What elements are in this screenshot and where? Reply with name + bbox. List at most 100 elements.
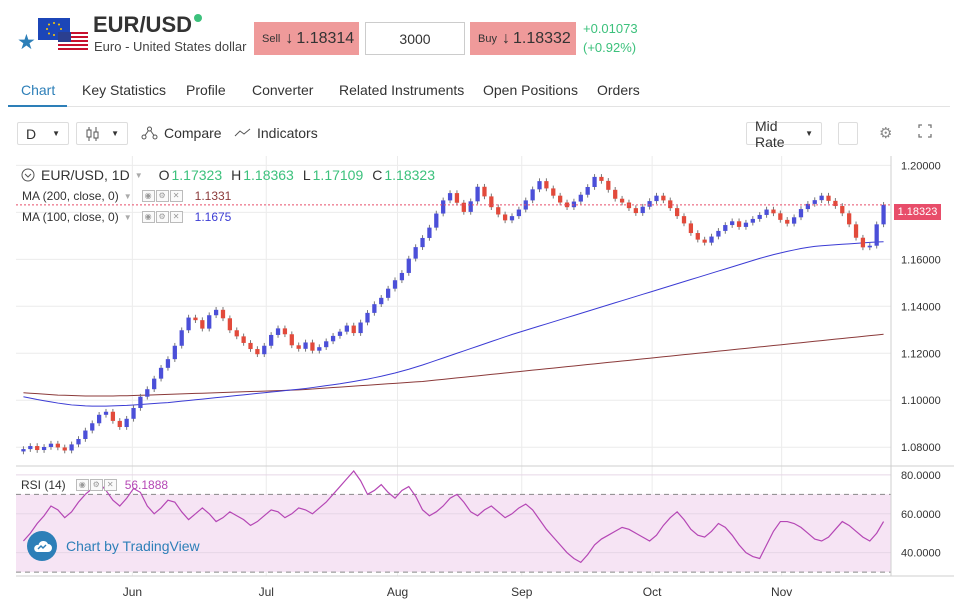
- candle[interactable]: [179, 330, 184, 346]
- candle[interactable]: [785, 219, 790, 224]
- close-icon[interactable]: ✕: [169, 211, 183, 223]
- candle[interactable]: [551, 188, 556, 196]
- candle[interactable]: [819, 195, 824, 201]
- tab-open-positions[interactable]: Open Positions: [483, 82, 578, 98]
- candle[interactable]: [358, 322, 363, 334]
- candle[interactable]: [434, 213, 439, 228]
- candle[interactable]: [365, 312, 370, 323]
- candle[interactable]: [454, 193, 460, 203]
- candle[interactable]: [633, 208, 638, 214]
- candle[interactable]: [702, 239, 707, 243]
- price-chart-svg[interactable]: 1.200001.180001.160001.140001.120001.100…: [16, 156, 954, 606]
- candle[interactable]: [296, 345, 301, 349]
- candle[interactable]: [688, 223, 694, 234]
- candle[interactable]: [681, 216, 687, 224]
- candle[interactable]: [853, 224, 859, 238]
- candle[interactable]: [716, 230, 721, 237]
- tab-profile[interactable]: Profile: [186, 82, 226, 98]
- chevron-down-icon[interactable]: ▼: [123, 212, 132, 222]
- candle[interactable]: [158, 367, 164, 379]
- candle[interactable]: [585, 187, 590, 195]
- candle[interactable]: [35, 446, 40, 451]
- candle[interactable]: [661, 195, 666, 201]
- candle[interactable]: [193, 317, 198, 321]
- tab-related-instruments[interactable]: Related Instruments: [339, 82, 465, 98]
- candle[interactable]: [489, 196, 494, 208]
- candle[interactable]: [399, 272, 405, 281]
- candle[interactable]: [406, 258, 411, 273]
- candle[interactable]: [709, 236, 714, 243]
- candle[interactable]: [723, 225, 728, 231]
- candle[interactable]: [736, 221, 742, 227]
- candle[interactable]: [62, 447, 67, 451]
- candle[interactable]: [496, 207, 501, 215]
- candle[interactable]: [743, 222, 749, 227]
- candle[interactable]: [530, 189, 535, 201]
- candle[interactable]: [468, 201, 473, 212]
- candle[interactable]: [21, 449, 26, 452]
- candle[interactable]: [337, 331, 343, 336]
- close-icon[interactable]: ✕: [169, 190, 183, 202]
- candle[interactable]: [200, 320, 205, 329]
- candle[interactable]: [241, 336, 246, 343]
- candle[interactable]: [28, 446, 33, 450]
- candle[interactable]: [385, 288, 391, 298]
- candle[interactable]: [131, 407, 136, 419]
- chevron-down-icon[interactable]: ▼: [123, 191, 132, 201]
- candle[interactable]: [564, 202, 570, 208]
- interval-select[interactable]: D ▼: [17, 122, 69, 145]
- candle[interactable]: [41, 446, 47, 451]
- candle[interactable]: [48, 443, 54, 447]
- candle[interactable]: [516, 209, 522, 217]
- candle[interactable]: [544, 181, 549, 189]
- candle[interactable]: [289, 334, 294, 346]
- quantity-input[interactable]: [365, 22, 465, 55]
- tab-converter[interactable]: Converter: [252, 82, 314, 98]
- candle[interactable]: [344, 325, 349, 332]
- settings-icon[interactable]: ⚙: [155, 190, 169, 202]
- candle[interactable]: [668, 200, 673, 209]
- candle[interactable]: [764, 209, 769, 215]
- candle[interactable]: [186, 317, 191, 331]
- candle[interactable]: [619, 198, 625, 203]
- candle[interactable]: [441, 200, 446, 214]
- chevron-down-icon[interactable]: ▼: [134, 170, 143, 180]
- collapse-legend-icon[interactable]: [21, 168, 35, 182]
- chart-snapshot-button[interactable]: [838, 122, 858, 145]
- candle[interactable]: [502, 214, 508, 221]
- candle[interactable]: [860, 237, 866, 248]
- candle[interactable]: [110, 411, 116, 421]
- candle[interactable]: [351, 325, 356, 334]
- candle[interactable]: [833, 200, 838, 207]
- candle[interactable]: [750, 218, 755, 223]
- tab-chart[interactable]: Chart: [21, 82, 56, 98]
- candle[interactable]: [881, 204, 886, 225]
- candle[interactable]: [640, 206, 645, 214]
- candle[interactable]: [771, 209, 776, 214]
- sell-button[interactable]: Sell ↓ 1.18314: [254, 22, 359, 55]
- candle[interactable]: [420, 237, 425, 248]
- candle[interactable]: [654, 195, 659, 202]
- favorite-star-icon[interactable]: ★: [17, 31, 36, 54]
- candle[interactable]: [558, 195, 563, 203]
- close-icon[interactable]: ✕: [103, 479, 117, 491]
- candle[interactable]: [867, 245, 872, 248]
- candle[interactable]: [269, 334, 274, 346]
- candle[interactable]: [847, 213, 852, 225]
- candle[interactable]: [76, 438, 81, 445]
- candle[interactable]: [613, 189, 618, 199]
- candle[interactable]: [695, 233, 700, 240]
- candle[interactable]: [791, 217, 797, 224]
- tradingview-badge[interactable]: Chart by TradingView: [27, 531, 200, 561]
- candle[interactable]: [427, 227, 432, 238]
- candle[interactable]: [599, 176, 604, 181]
- candle[interactable]: [255, 349, 260, 355]
- candle[interactable]: [248, 342, 253, 350]
- candle[interactable]: [220, 309, 226, 319]
- candle[interactable]: [69, 444, 74, 451]
- candle[interactable]: [165, 359, 171, 368]
- indicators-button[interactable]: Indicators: [234, 125, 318, 141]
- buy-button[interactable]: Buy ↓ 1.18332: [470, 22, 576, 55]
- candle[interactable]: [379, 297, 384, 305]
- chart-type-select[interactable]: ▼: [76, 122, 128, 145]
